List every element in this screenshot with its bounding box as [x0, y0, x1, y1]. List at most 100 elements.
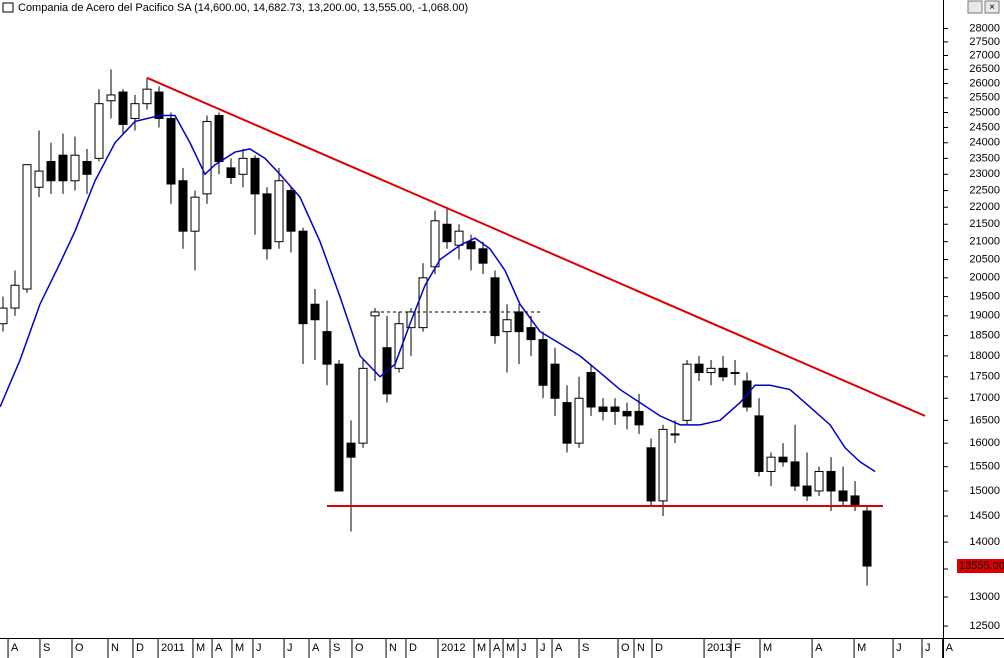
x-tick-label: J: [540, 642, 546, 654]
candle-body: [550, 363, 560, 399]
y-tick-label: 21000: [969, 236, 1000, 248]
candle-body: [94, 103, 104, 159]
last-price-label: 13555.00: [959, 560, 1004, 572]
x-tick-label: M: [857, 642, 866, 654]
candle-body: [838, 490, 848, 502]
x-tick-label: A: [946, 642, 954, 654]
candle-body: [622, 410, 632, 417]
x-tick-label: M: [235, 642, 244, 654]
candle-body: [58, 154, 68, 182]
x-tick-label: J: [521, 642, 527, 654]
candle-body: [106, 94, 116, 102]
candle-body: [598, 406, 608, 412]
x-tick-label: A: [815, 642, 823, 654]
candle-body: [70, 154, 80, 182]
y-tick-label: 17000: [969, 392, 1000, 404]
close-button[interactable]: [984, 0, 1000, 14]
candle-body: [454, 230, 464, 246]
y-tick-label: 15000: [969, 485, 1000, 497]
y-tick-label: 18000: [969, 350, 1000, 362]
x-tick-label: S: [43, 642, 50, 654]
candle-body: [202, 120, 212, 195]
x-tick-label: J: [896, 642, 902, 654]
candle-body: [178, 180, 188, 232]
x-tick-label: A: [215, 642, 223, 654]
candle-body: [634, 410, 644, 426]
candle-body: [442, 223, 452, 243]
plot: [0, 69, 926, 586]
candle-body: [586, 372, 596, 408]
x-tick-label: M: [477, 642, 486, 654]
candle-body: [0, 307, 8, 325]
y-tick-label: 23000: [969, 168, 1000, 180]
x-tick-label: 2011: [161, 642, 185, 654]
candle-body: [334, 363, 344, 492]
candle-body: [706, 367, 716, 374]
candle-body: [754, 415, 764, 472]
x-tick-label: A: [11, 642, 19, 654]
candle-body: [490, 277, 500, 337]
y-tick-label: 20500: [969, 253, 1000, 265]
x-tick-label: D: [655, 642, 663, 654]
x-tick-label: M: [763, 642, 772, 654]
moving-average: [0, 114, 876, 473]
candle-body: [430, 220, 440, 268]
candle-body: [322, 331, 332, 365]
candle-body: [562, 402, 572, 444]
x-tick-label: A: [312, 642, 320, 654]
x-tick-label: D: [136, 642, 144, 654]
x-tick-label: O: [355, 642, 364, 654]
x-tick-label: M: [506, 642, 515, 654]
x-tick-label: 2013: [707, 642, 731, 654]
y-tick-label: 25500: [969, 92, 1000, 104]
candle-body: [286, 190, 296, 232]
x-tick-label: M: [196, 642, 205, 654]
candle-body: [514, 311, 524, 333]
candle-body: [766, 456, 776, 472]
y-tick-label: 16500: [969, 414, 1000, 426]
restore-button[interactable]: [967, 0, 983, 14]
x-tick-label: F: [734, 642, 741, 654]
candle-body: [718, 367, 728, 378]
candle-body: [814, 470, 824, 492]
trend-line: [146, 76, 926, 417]
candle-body: [10, 284, 20, 309]
candle-body: [574, 397, 584, 444]
y-tick-label: 28000: [969, 22, 1000, 34]
candle-body: [22, 164, 32, 290]
y-tick-label: 22500: [969, 184, 1000, 196]
candle-body: [670, 433, 680, 436]
candle-body: [850, 495, 860, 507]
candle-body: [190, 196, 200, 232]
y-tick-label: 24500: [969, 121, 1000, 133]
candle-body: [394, 323, 404, 369]
x-tick-label: O: [75, 642, 84, 654]
candle-body: [274, 180, 284, 243]
candle-body: [358, 367, 368, 444]
candle-body: [226, 167, 236, 179]
x-tick-label: A: [555, 642, 563, 654]
candle-body: [298, 230, 308, 325]
candle-body: [790, 461, 800, 487]
y-tick-label: 15500: [969, 461, 1000, 473]
candle-body: [46, 161, 56, 182]
candle-body: [130, 103, 140, 119]
candle-body: [214, 114, 224, 163]
y-tick-label: 22000: [969, 201, 1000, 213]
x-tick-label: D: [409, 642, 417, 654]
y-tick-label: 12500: [969, 620, 1000, 632]
candle-body: [778, 456, 788, 463]
y-tick-label: 14000: [969, 536, 1000, 548]
y-tick-label: 20000: [969, 272, 1000, 284]
y-tick-label: 14500: [969, 510, 1000, 522]
candle-body: [262, 193, 272, 250]
y-tick-label: 21500: [969, 218, 1000, 230]
y-tick-label: 23500: [969, 152, 1000, 164]
candle-body: [466, 241, 476, 250]
y-tick-label: 13000: [969, 591, 1000, 603]
candle-body: [610, 406, 620, 412]
x-tick-label: A: [493, 642, 501, 654]
